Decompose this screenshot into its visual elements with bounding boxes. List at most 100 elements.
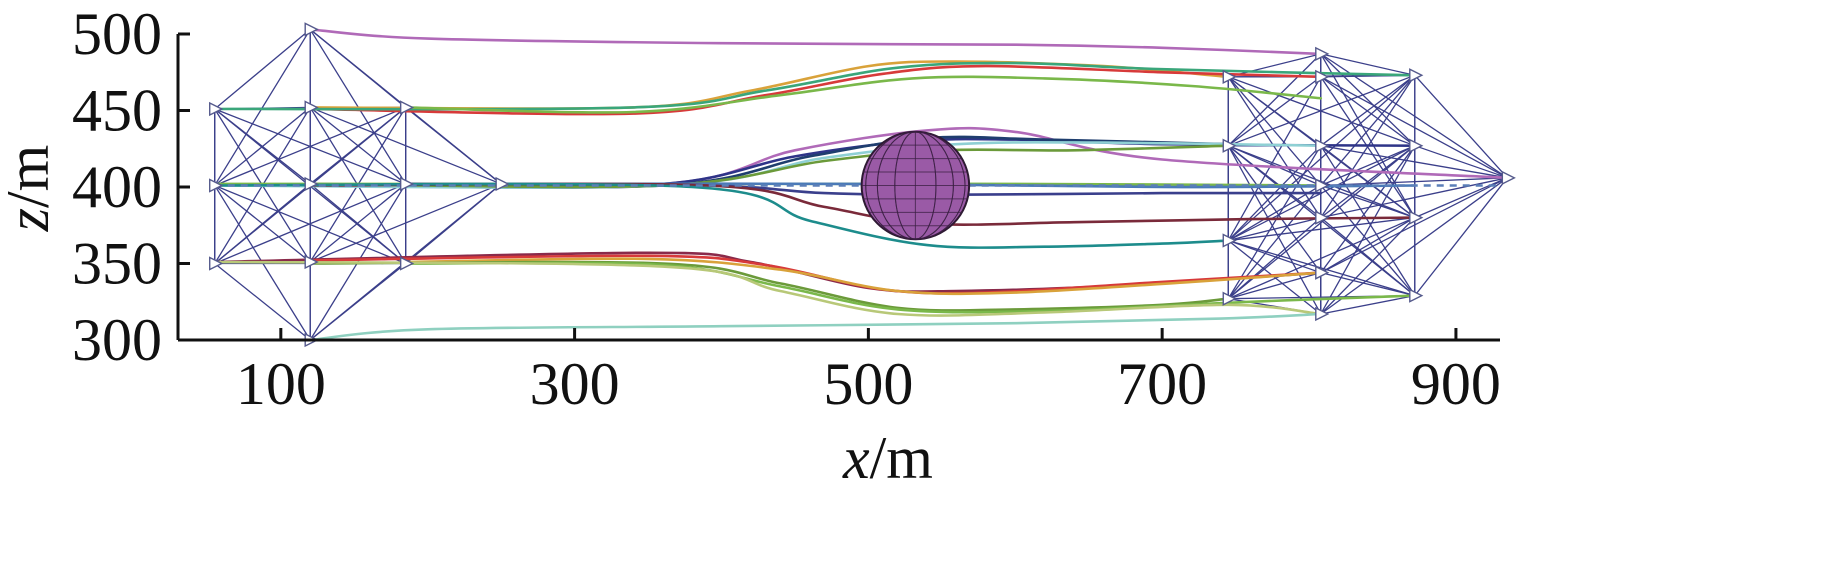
formation-link (1320, 145, 1416, 187)
formation-link (1320, 177, 1508, 315)
formation-link (1228, 76, 1416, 147)
formation-link (1320, 145, 1416, 219)
y-axis-variable: z (0, 208, 61, 232)
y-tick-label: 350 (72, 231, 162, 297)
formation-link (1320, 145, 1416, 274)
formation-link (1228, 239, 1322, 274)
formation-link (1320, 177, 1508, 187)
formation-link (1320, 53, 1415, 76)
formation-link (1320, 76, 1508, 179)
formation-link (1320, 53, 1416, 218)
sphere-obstacle (860, 130, 971, 241)
formation-link (1228, 239, 1415, 297)
trajectory-line (308, 312, 1323, 342)
formation-link (1228, 53, 1321, 78)
formation-link (1227, 76, 1322, 147)
formation-link (1320, 74, 1416, 147)
formation-link (1320, 184, 1416, 219)
trajectory-line (308, 144, 1230, 189)
trajectory-line (404, 261, 1417, 314)
uav-marker (1222, 291, 1237, 306)
formation-link (214, 106, 311, 186)
uav-marker (495, 176, 510, 192)
formation-link (1414, 177, 1508, 297)
formation-link (1320, 177, 1508, 274)
formation-link (214, 183, 406, 265)
y-tick-label: 500 (72, 1, 162, 67)
formation-link (1227, 145, 1322, 274)
uav-marker (1315, 265, 1330, 280)
formation-link (1227, 74, 1416, 242)
x-axis-unit: /m (870, 425, 933, 491)
trajectory-line (308, 28, 1323, 56)
x-tick-label: 100 (236, 351, 326, 417)
formation-link (1228, 216, 1321, 242)
uav-marker (1315, 138, 1330, 153)
sphere-meridian (865, 131, 966, 240)
x-axis-label: x/m (842, 425, 933, 491)
uav-marker (209, 178, 224, 193)
uav-marker (1409, 138, 1424, 153)
x-tick-label: 900 (1411, 351, 1501, 417)
trajectory-line (404, 75, 1323, 114)
formation-link (309, 183, 407, 263)
x-tick-label: 500 (823, 351, 913, 417)
formation-link (1320, 145, 1416, 296)
uav-marker (1315, 210, 1330, 225)
uav-marker (304, 254, 319, 270)
uav-marker (304, 22, 319, 37)
trajectory-line (308, 64, 1323, 116)
formation-link (1320, 185, 1416, 297)
y-tick-label: 400 (72, 154, 162, 220)
uav-marker (209, 256, 224, 271)
uav-marker (1315, 46, 1330, 62)
formation-link (1414, 145, 1508, 179)
formation-link (1320, 53, 1416, 147)
formation-link (1320, 74, 1416, 186)
uav-marker (209, 101, 224, 117)
formation-link (214, 183, 311, 264)
formation-link (1227, 184, 1322, 242)
tick-group: 100 300 500 700 900 300 350 400 450 500 (72, 1, 1501, 417)
formation-link (1227, 145, 1322, 300)
formation-link (214, 262, 311, 341)
uav-marker (1409, 210, 1424, 225)
uav-marker (304, 176, 319, 192)
x-tick-label: 700 (1117, 351, 1207, 417)
uav-marker (1315, 178, 1330, 193)
uav-markers (209, 22, 1516, 348)
uav-marker (1409, 288, 1424, 303)
x-axis-variable: x (842, 425, 870, 491)
formation-link (1227, 76, 1322, 241)
y-tick-label: 300 (72, 307, 162, 373)
formation-link (1320, 272, 1415, 297)
formation-link (309, 183, 502, 263)
trajectory-line (213, 182, 1230, 249)
x-tick-label: 300 (530, 351, 620, 417)
y-axis-label: z/m (0, 145, 61, 233)
formation-link (1320, 294, 1415, 315)
formation-link (1228, 74, 1416, 147)
trajectory-line (404, 257, 1323, 296)
trajectory-line (213, 61, 1417, 111)
uav-marker (1222, 233, 1237, 248)
uav-marker (1222, 69, 1237, 84)
formation-link (1228, 272, 1321, 300)
uav-marker (1501, 170, 1516, 185)
y-tick-label: 450 (72, 78, 162, 144)
formation-link (1227, 145, 1322, 315)
uav-marker (399, 100, 415, 115)
uav-marker (304, 100, 319, 115)
y-axis-unit: /m (0, 145, 61, 208)
uav-marker (1315, 306, 1330, 322)
trajectory-line (213, 260, 1323, 317)
formation-link (1228, 216, 1415, 242)
uav-marker (1315, 69, 1330, 84)
uav-marker (1409, 68, 1424, 83)
uav-marker (399, 256, 415, 271)
formation-link (1227, 185, 1322, 300)
formation-link (1320, 217, 1416, 297)
formation-link (1227, 53, 1322, 147)
formation-link (1320, 145, 1508, 179)
